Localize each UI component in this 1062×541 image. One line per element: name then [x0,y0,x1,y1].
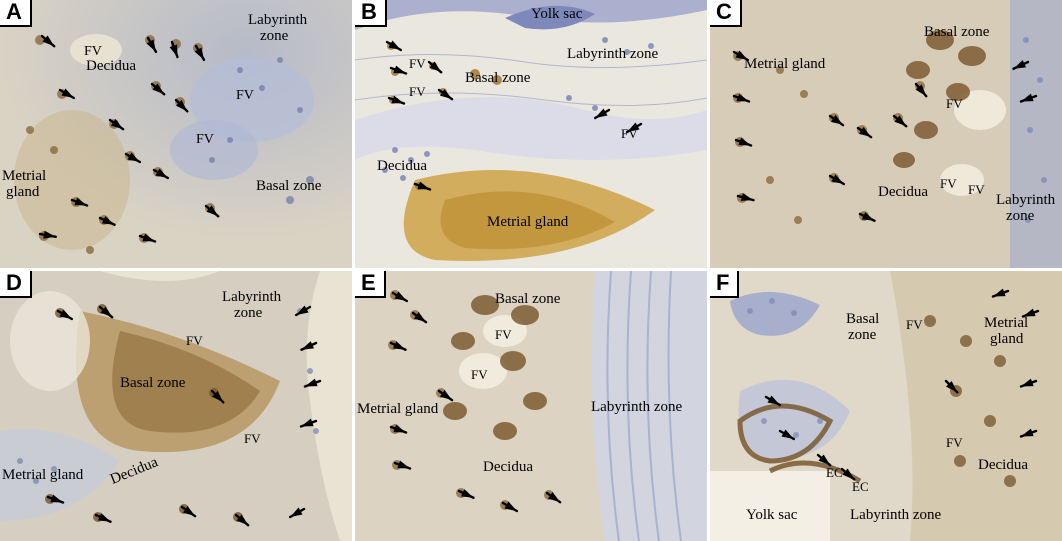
annotation-text: Labyrinth [248,12,307,29]
histology-figure: A LabyrinthzoneDeciduaFVFVFVMetrialgland… [0,0,1062,541]
annotation-text: FV [236,88,254,104]
annotation-text: Labyrinth [996,192,1055,209]
annotation-text: Decidua [86,58,136,75]
annotation-text: zone [848,327,876,344]
panel-c: C Basal zone Metrial gland FV FV FV Decidua La… [710,0,1062,268]
annotation-text: Metrial gland [487,214,568,231]
annotation-text: FV [621,126,638,142]
panel-a: A LabyrinthzoneDeciduaFVFVFVMetrialgland… [0,0,352,268]
annotation-text: zone [260,28,288,45]
annotation-text: Yolk sac [746,507,797,524]
annotation-text: Labyrinth zone [850,507,941,524]
panel-label: D [0,271,32,298]
panel-e: E Basal zone FV FV Metrial gland Labyrinth z… [355,271,707,541]
annotation-text: Basal [846,311,879,328]
annotation-text: FV [186,333,203,349]
annotation-text: zone [234,305,262,322]
annotation-text: FV [196,132,214,148]
panel-c-image [710,0,1062,268]
annotation-text: FV [244,431,261,447]
annotation-text: FV [946,435,963,451]
annotation-text: Basal zone [924,24,989,41]
panel-label: F [710,271,739,298]
annotation-text: Metrial gland [744,56,825,73]
panel-a-image [0,0,352,268]
panel-d-image [0,271,352,541]
annotation-text: Labyrinth zone [591,399,682,416]
annotation-text: Decidua [878,184,928,201]
annotation-text: gland [6,184,39,201]
annotation-text: Metrial [2,168,46,185]
annotation-text: Metrial gland [357,401,438,418]
annotation-text: Decidua [483,459,533,476]
annotation-text: FV [946,96,963,112]
panel-label: B [355,0,387,27]
annotation-text: Decidua [978,457,1028,474]
annotation-text: Metrial [984,315,1028,332]
annotation-text: FV [84,44,102,60]
annotation-text: FV [906,317,923,333]
annotation-text: Basal zone [120,375,185,392]
annotation-text: Basal zone [495,291,560,308]
annotation-text: Basal zone [465,70,530,87]
annotation-text: zone [1006,208,1034,225]
annotation-text: Decidua [377,158,427,175]
annotation-text: FV [409,56,426,72]
annotation-text: FV [940,176,957,192]
annotation-text: FV [471,367,488,383]
panel-f-image [710,271,1062,541]
annotation-text: Basal zone [256,178,321,195]
annotation-text: gland [990,331,1023,348]
panel-label: C [710,0,742,27]
annotation-text: Labyrinth zone [567,46,658,63]
annotation-text: Yolk sac [531,6,582,23]
panel-f: F Basalzone FV Metrialgland FV Decidua EC EC Yo… [710,271,1062,541]
panel-label: A [0,0,32,27]
panel-d: D Labyrinthzone FV Basal zone FV Metrial gla… [0,271,352,541]
annotation-text: EC [826,465,843,481]
annotation-text: Metrial gland [2,467,83,484]
annotation-text: EC [852,479,869,495]
annotation-text: FV [495,327,512,343]
annotation-text: FV [409,84,426,100]
panel-label: E [355,271,386,298]
panel-b: B Yolk sac Labyrinth zone Basal zone FV FV FV… [355,0,707,268]
annotation-text: FV [968,182,985,198]
annotation-text: Labyrinth [222,289,281,306]
